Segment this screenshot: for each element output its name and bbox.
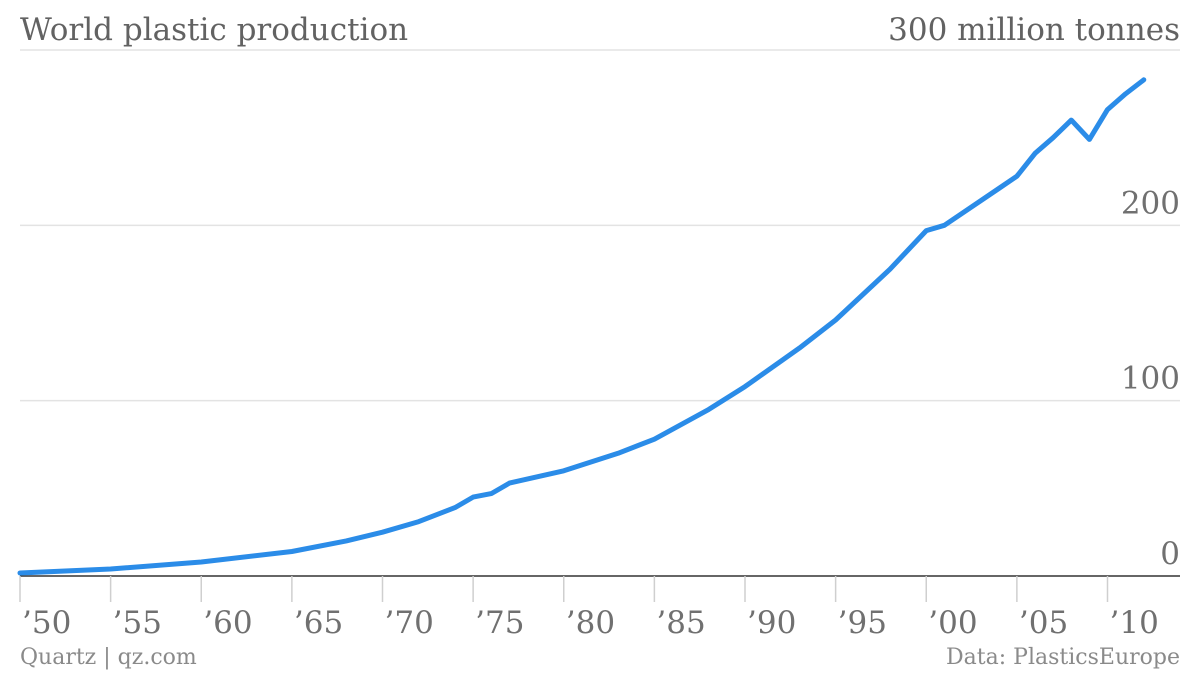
x-tick-label: ’90	[747, 605, 796, 641]
x-tick-label: ’80	[566, 605, 615, 641]
source-credit: Quartz | qz.com	[20, 645, 197, 670]
x-tick-label: ’60	[203, 605, 252, 641]
y-tick-labels: 0 100 200	[1121, 185, 1180, 572]
series-line	[17, 77, 1147, 576]
y-axis-unit-label: 300 million tonnes	[888, 12, 1180, 48]
y-tick-label: 100	[1121, 361, 1180, 397]
y-tick-label: 0	[1160, 536, 1180, 572]
x-tick-label: ’50	[22, 605, 71, 641]
x-tick-label: ’65	[294, 605, 343, 641]
y-tick-label: 200	[1121, 185, 1180, 221]
series-group	[17, 77, 1147, 576]
x-tick-label: ’85	[656, 605, 705, 641]
x-tick-label: ’70	[385, 605, 434, 641]
x-tick-label: ’95	[838, 605, 887, 641]
data-source: Data: PlasticsEurope	[946, 645, 1180, 670]
x-tick-label: ’55	[113, 605, 162, 641]
x-tick-label: ’05	[1019, 605, 1068, 641]
x-axis	[19, 575, 1180, 602]
gridlines	[20, 49, 1180, 402]
x-tick-label: ’10	[1110, 605, 1159, 641]
chart-title: World plastic production	[20, 12, 409, 48]
x-tick-label: ’75	[475, 605, 524, 641]
x-tick-label: ’00	[928, 605, 977, 641]
x-tick-labels: ’50 ’55 ’60 ’65 ’70 ’75 ’80 ’85 ’90 ’95 ’00 ’05 ’10	[22, 605, 1159, 641]
